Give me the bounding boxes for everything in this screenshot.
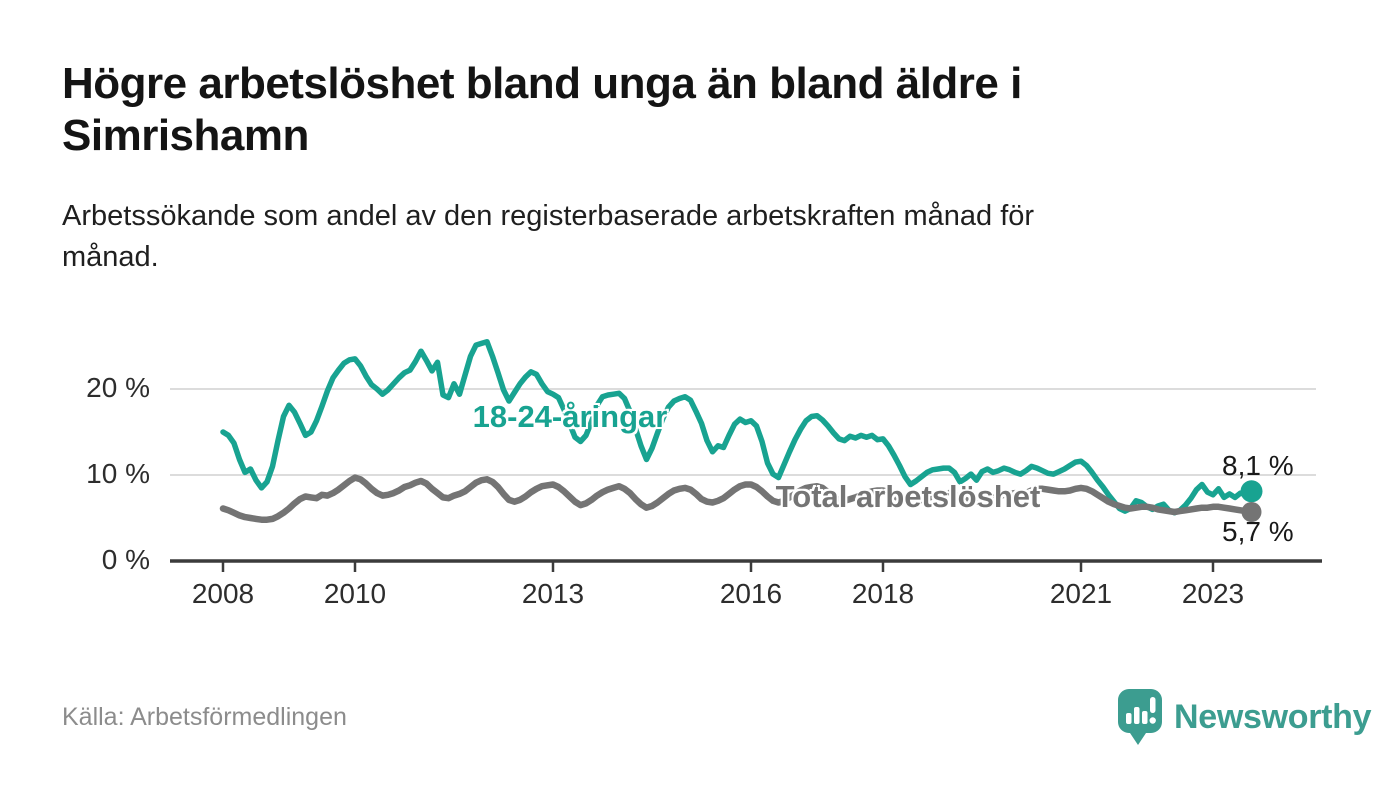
end-dot-total bbox=[1241, 502, 1262, 522]
series-label-18-24: 18-24-åringar bbox=[472, 399, 668, 434]
source-credit: Källa: Arbetsförmedlingen bbox=[62, 703, 347, 731]
x-axis-label: 2013 bbox=[521, 578, 585, 609]
newsworthy-pin-icon bbox=[1118, 689, 1162, 745]
brand-name: Newsworthy bbox=[1174, 697, 1372, 736]
end-value-label-18-24: 8,1 % bbox=[1222, 450, 1294, 481]
gridlines bbox=[170, 388, 1316, 476]
x-axis-label: 2010 bbox=[323, 578, 387, 609]
x-axis-label: 2018 bbox=[851, 578, 915, 609]
x-axis-label: 2016 bbox=[719, 578, 783, 609]
y-axis-label: 20 % bbox=[86, 372, 150, 403]
x-axis-label: 2021 bbox=[1049, 578, 1113, 609]
x-axis-label: 2008 bbox=[191, 578, 255, 609]
y-axis-label: 0 % bbox=[101, 544, 150, 575]
page-title: Högre arbetslöshet bland unga än bland ä… bbox=[62, 59, 1022, 160]
end-value-label-total: 5,7 % bbox=[1222, 516, 1294, 547]
series-line-total bbox=[219, 474, 1255, 523]
end-dot-18-24 bbox=[1240, 480, 1263, 503]
brand-logo: Newsworthy bbox=[1116, 686, 1372, 748]
series-line-18-24 bbox=[220, 338, 1255, 516]
x-axis-ticks bbox=[221, 561, 1215, 572]
y-axis-label: 10 % bbox=[86, 458, 150, 489]
series-label-total: Total arbetslöshet bbox=[775, 479, 1041, 514]
x-axis-label: 2023 bbox=[1181, 578, 1245, 609]
page-subtitle: Arbetssökande som andel av den registerb… bbox=[62, 200, 1035, 273]
